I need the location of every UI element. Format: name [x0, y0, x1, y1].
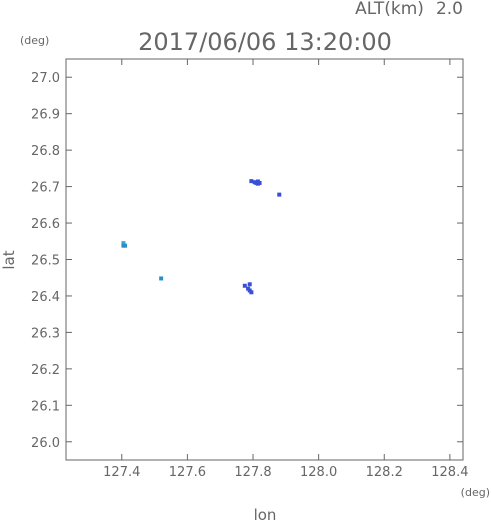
echo-point	[242, 283, 247, 288]
x-tick-label: 128.2	[366, 465, 403, 480]
y-tick-label: 26.4	[31, 290, 60, 305]
x-tick-label: 128.4	[431, 465, 468, 480]
y-tick-label: 26.2	[31, 363, 60, 378]
echo-point	[121, 243, 126, 248]
y-unit-label: (deg)	[20, 34, 49, 47]
chart-title: 2017/06/06 13:20:00	[138, 28, 392, 56]
x-tick-label: 127.4	[103, 465, 140, 480]
altitude-label: ALT(km) 2.0	[355, 0, 463, 19]
y-tick-label: 26.6	[31, 217, 60, 232]
echo-point	[159, 276, 164, 281]
y-axis: 26.0 26.1 26.2 26.3 26.4 26.5 26.6 26.7 26.8 26.9…	[31, 71, 463, 451]
y-tick-label: 26.7	[31, 181, 60, 196]
echo-point	[249, 179, 254, 184]
x-unit-label: (deg)	[461, 486, 490, 499]
plot-frame	[65, 58, 464, 461]
echo-points	[121, 179, 282, 295]
x-axis: 127.4 127.6 127.8 128.0 128.2 128.4	[103, 59, 468, 480]
y-tick-label: 26.1	[31, 399, 60, 414]
echo-point	[255, 179, 260, 184]
y-tick-label: 27.0	[31, 71, 60, 86]
x-tick-label: 128.0	[300, 465, 337, 480]
echo-point	[247, 282, 252, 287]
echo-point	[121, 241, 126, 246]
y-tick-label: 26.3	[31, 326, 60, 341]
echo-point	[249, 290, 254, 295]
x-tick-label: 127.6	[169, 465, 206, 480]
y-axis-title: lat	[0, 250, 18, 269]
y-tick-label: 26.5	[31, 254, 60, 269]
y-tick-label: 26.8	[31, 144, 60, 159]
x-axis-title: lon	[254, 506, 277, 521]
x-tick-label: 127.8	[234, 465, 271, 480]
y-tick-label: 26.9	[31, 108, 60, 123]
echo-point	[277, 192, 282, 197]
y-tick-label: 26.0	[31, 436, 60, 451]
